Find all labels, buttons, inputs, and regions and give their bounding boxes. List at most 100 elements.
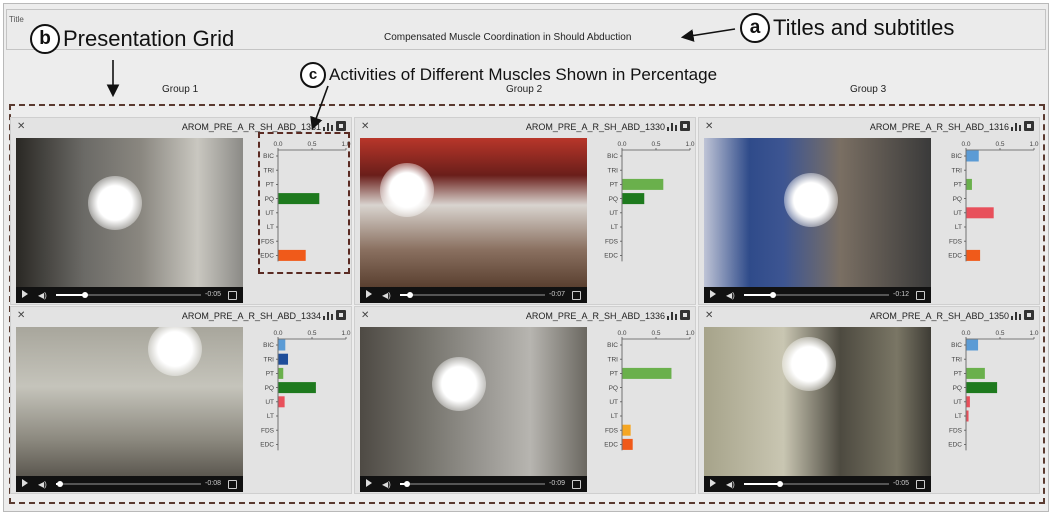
bar-pt[interactable] xyxy=(278,367,284,379)
bar-bic[interactable] xyxy=(966,150,979,162)
play-icon[interactable] xyxy=(366,290,372,298)
bar-pt[interactable] xyxy=(622,367,672,379)
fullscreen-icon[interactable] xyxy=(228,291,237,300)
bar-bic[interactable] xyxy=(966,339,979,351)
play-icon[interactable] xyxy=(22,479,28,487)
seek-bar[interactable] xyxy=(56,481,201,487)
x-tick-label: 0.0 xyxy=(961,141,970,148)
y-tick-label: UT xyxy=(953,399,962,406)
bar-chart-icon[interactable] xyxy=(667,121,677,131)
blurred-face xyxy=(784,173,838,227)
volume-icon[interactable]: ◀) xyxy=(382,291,391,300)
bar-tri[interactable] xyxy=(278,353,289,365)
play-icon[interactable] xyxy=(710,479,716,487)
video-controls: ◀) -0:05 xyxy=(704,476,931,492)
volume-icon[interactable]: ◀) xyxy=(726,480,735,489)
bar-chart-icon[interactable] xyxy=(323,121,333,131)
volume-icon[interactable]: ◀) xyxy=(38,480,47,489)
video-player[interactable]: ◀) -0:07 xyxy=(360,138,587,303)
close-icon[interactable]: ✕ xyxy=(17,310,26,321)
title-field-label: Title xyxy=(9,15,24,24)
blurred-face xyxy=(782,337,836,391)
bar-pq[interactable] xyxy=(622,193,645,205)
expand-icon[interactable] xyxy=(336,121,346,131)
close-icon[interactable]: ✕ xyxy=(361,310,370,321)
expand-icon[interactable] xyxy=(680,121,690,131)
seek-bar[interactable] xyxy=(744,292,889,298)
fullscreen-icon[interactable] xyxy=(572,480,581,489)
bar-pt[interactable] xyxy=(622,178,664,190)
panel-header: ✕ AROM_PRE_A_R_SH_ABD_1350 xyxy=(699,307,1039,325)
play-icon[interactable] xyxy=(22,290,28,298)
bar-pq[interactable] xyxy=(278,193,320,205)
y-tick-label: UT xyxy=(953,210,962,217)
play-icon[interactable] xyxy=(366,479,372,487)
seek-handle[interactable] xyxy=(770,292,776,298)
play-icon[interactable] xyxy=(710,290,716,298)
seek-handle[interactable] xyxy=(82,292,88,298)
panel-header: ✕ AROM_PRE_A_R_SH_ABD_1336 xyxy=(355,307,695,325)
blurred-face xyxy=(380,163,434,217)
video-controls: ◀) -0:07 xyxy=(360,287,587,303)
bar-chart-icon[interactable] xyxy=(1011,310,1021,320)
video-player[interactable]: ◀) -0:05 xyxy=(704,327,931,492)
bar-lt[interactable] xyxy=(966,410,969,422)
expand-icon[interactable] xyxy=(680,310,690,320)
bar-pq[interactable] xyxy=(966,382,998,394)
seek-handle[interactable] xyxy=(777,481,784,487)
fullscreen-icon[interactable] xyxy=(916,291,925,300)
y-tick-label: FDS xyxy=(605,238,619,245)
bar-chart-icon[interactable] xyxy=(1011,121,1021,131)
video-player[interactable]: ◀) -0:12 xyxy=(704,138,931,303)
volume-icon[interactable]: ◀) xyxy=(38,291,47,300)
seek-bar[interactable] xyxy=(56,292,201,298)
volume-icon[interactable]: ◀) xyxy=(382,480,391,489)
bar-fds[interactable] xyxy=(622,424,631,436)
close-icon[interactable]: ✕ xyxy=(705,121,714,132)
group-label-3[interactable]: Group 3 xyxy=(850,84,887,95)
muscle-activity-svg: 0.0 0.5 1.0 BIC TRI PT PQ UT LT FDS EDC xyxy=(260,330,351,451)
group-label-2[interactable]: Group 2 xyxy=(506,84,543,95)
expand-icon[interactable] xyxy=(1024,121,1034,131)
bar-chart-icon[interactable] xyxy=(323,310,333,320)
expand-icon[interactable] xyxy=(336,310,346,320)
bar-pt[interactable] xyxy=(966,178,972,190)
y-tick-label: PQ xyxy=(953,385,962,392)
close-icon[interactable]: ✕ xyxy=(17,121,26,132)
seek-bar[interactable] xyxy=(744,481,889,487)
time-remaining: -0:05 xyxy=(205,291,221,298)
close-icon[interactable]: ✕ xyxy=(705,310,714,321)
panel-title: AROM_PRE_A_R_SH_ABD_1316 xyxy=(869,122,1009,132)
bar-edc[interactable] xyxy=(966,249,981,261)
fullscreen-icon[interactable] xyxy=(572,291,581,300)
fullscreen-icon[interactable] xyxy=(916,480,925,489)
seek-handle[interactable] xyxy=(407,292,414,298)
fullscreen-icon[interactable] xyxy=(228,480,237,489)
seek-bar[interactable] xyxy=(400,292,545,298)
expand-icon[interactable] xyxy=(1024,310,1034,320)
close-icon[interactable]: ✕ xyxy=(361,121,370,132)
bar-bic[interactable] xyxy=(278,339,286,351)
bar-edc[interactable] xyxy=(622,438,633,450)
seek-handle[interactable] xyxy=(404,481,411,487)
bar-pt[interactable] xyxy=(966,367,985,379)
bar-ut[interactable] xyxy=(966,396,970,408)
video-player[interactable]: ◀) -0:08 xyxy=(16,327,243,492)
annotation-b: b Presentation Grid xyxy=(30,24,234,54)
y-tick-label: UT xyxy=(265,210,274,217)
bar-ut[interactable] xyxy=(278,396,285,408)
bar-edc[interactable] xyxy=(278,249,306,261)
video-player[interactable]: ◀) -0:09 xyxy=(360,327,587,492)
page-title[interactable]: Compensated Muscle Coordination in Shoul… xyxy=(384,32,632,43)
y-tick-label: EDC xyxy=(604,253,618,260)
bar-chart-icon[interactable] xyxy=(667,310,677,320)
seek-bar[interactable] xyxy=(400,481,545,487)
volume-icon[interactable]: ◀) xyxy=(726,291,735,300)
bar-ut[interactable] xyxy=(966,207,994,219)
seek-handle[interactable] xyxy=(57,481,64,487)
group-label-1[interactable]: Group 1 xyxy=(162,84,199,95)
video-player[interactable]: ◀) -0:05 xyxy=(16,138,243,303)
y-tick-label: PT xyxy=(954,371,962,378)
bar-pq[interactable] xyxy=(278,382,316,394)
video-frame[interactable] xyxy=(16,327,243,476)
